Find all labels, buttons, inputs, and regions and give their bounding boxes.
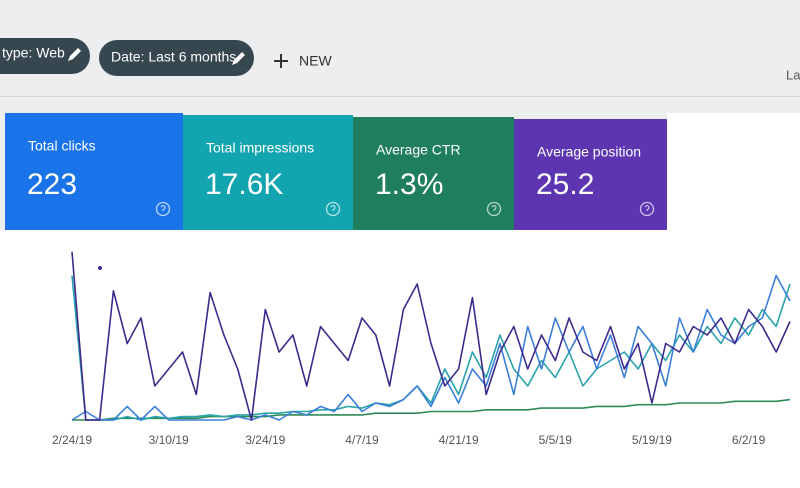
x-tick-label: 3/10/19 bbox=[149, 433, 189, 447]
cut-label: La bbox=[786, 67, 800, 82]
help-icon bbox=[155, 201, 171, 217]
series-line bbox=[71, 251, 791, 421]
help-icon bbox=[486, 201, 502, 217]
metric-card[interactable] bbox=[5, 113, 183, 230]
filter-chip-label[interactable]: type: Web bbox=[2, 45, 65, 61]
metric-cards: Total clicks 223 Total impressions 17.6K Ave… bbox=[5, 113, 667, 230]
metric-label: Average position bbox=[537, 144, 641, 160]
metric-card[interactable] bbox=[353, 117, 514, 230]
new-button[interactable]: NEW bbox=[299, 53, 332, 69]
metric-value: 223 bbox=[27, 168, 77, 201]
card-filler bbox=[667, 113, 800, 230]
series-line bbox=[71, 275, 791, 421]
x-tick-label: 3/24/19 bbox=[245, 433, 285, 447]
filter-chip[interactable] bbox=[99, 40, 254, 76]
series-line bbox=[72, 398, 791, 421]
series-line bbox=[71, 274, 791, 421]
toolbar-divider bbox=[0, 96, 800, 97]
help-icon-mark bbox=[491, 204, 497, 211]
x-tick-label: 6/2/19 bbox=[732, 433, 766, 447]
plus-icon bbox=[274, 54, 288, 68]
help-icon-mark bbox=[644, 204, 650, 211]
line-chart: 2/24/19 3/10/19 3/24/19 4/7/19 4/21/19 5/5/19… bbox=[52, 251, 791, 447]
help-icon-mark bbox=[160, 204, 166, 211]
edit-icon bbox=[232, 52, 245, 65]
chart-panel bbox=[0, 230, 800, 488]
help-icon bbox=[639, 201, 655, 217]
metric-label: Total clicks bbox=[28, 138, 96, 154]
metric-card[interactable] bbox=[183, 115, 353, 230]
metric-value: 17.6K bbox=[205, 168, 283, 201]
metric-label: Average CTR bbox=[376, 142, 461, 158]
metric-label: Total impressions bbox=[206, 140, 314, 156]
x-tick-label: 4/7/19 bbox=[345, 433, 379, 447]
x-tick-label: 4/21/19 bbox=[439, 433, 479, 447]
metric-value: 25.2 bbox=[536, 168, 594, 201]
x-tick-label: 2/24/19 bbox=[52, 433, 92, 447]
filter-chip[interactable] bbox=[0, 38, 90, 74]
edit-icon bbox=[68, 48, 81, 61]
x-tick-label: 5/19/19 bbox=[632, 433, 672, 447]
filter-chip-label[interactable]: Date: Last 6 months bbox=[111, 49, 236, 65]
metric-value: 1.3% bbox=[375, 168, 443, 201]
dot bbox=[98, 266, 102, 270]
help-icon-mark bbox=[330, 204, 336, 211]
x-tick-label: 5/5/19 bbox=[539, 433, 573, 447]
help-icon bbox=[325, 201, 341, 217]
